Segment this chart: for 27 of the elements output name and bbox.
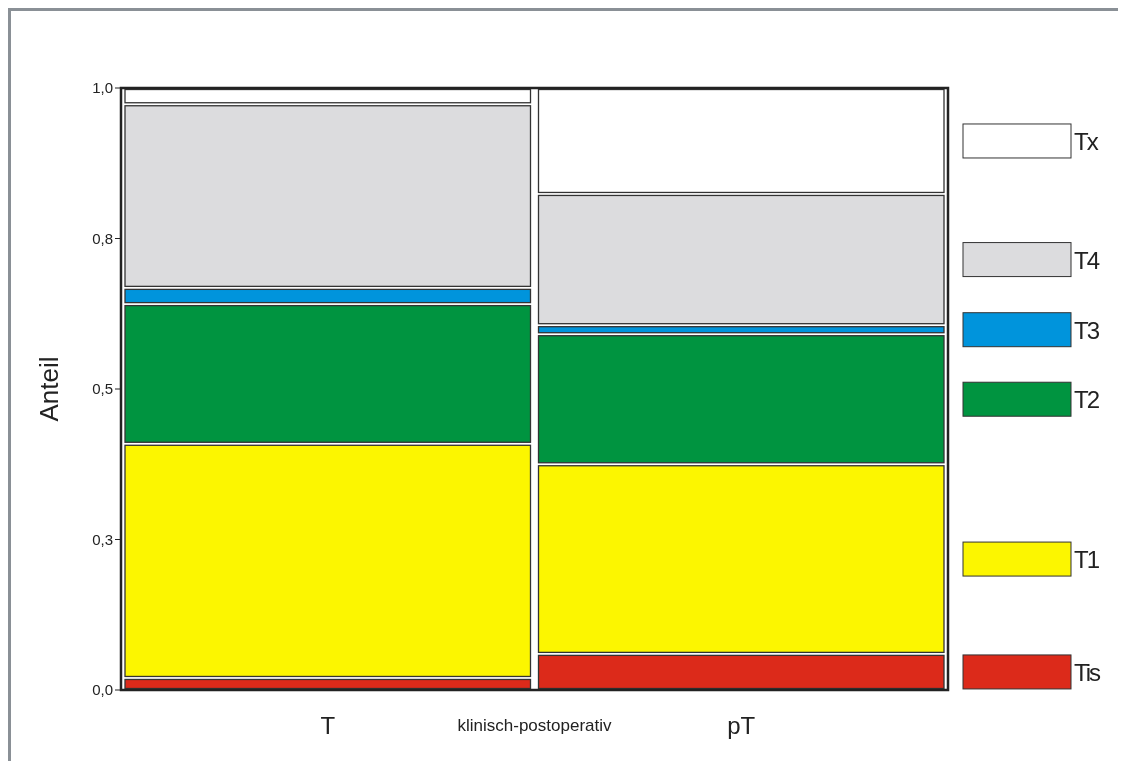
bar xyxy=(537,88,945,194)
bar xyxy=(537,194,945,325)
x-tick-label: T xyxy=(320,712,336,739)
legend-label: T2 xyxy=(1074,386,1100,414)
legend-label: T1 xyxy=(1074,546,1100,574)
x-tick-label: pT xyxy=(727,712,756,739)
legend-label: Tis xyxy=(1074,658,1102,686)
y-tick-label: 0,8 xyxy=(92,229,113,247)
y-axis-title: Anteil xyxy=(34,356,64,422)
y-tick-label: 1,0 xyxy=(92,79,113,97)
y-tick-label: 0,5 xyxy=(92,380,113,398)
legend-label: T3 xyxy=(1074,316,1100,344)
bar xyxy=(124,105,532,288)
y-tick-label: 0,3 xyxy=(92,530,113,548)
x-axis-title: klinisch-postoperativ xyxy=(457,716,612,735)
bar xyxy=(124,678,532,690)
bar xyxy=(124,304,532,443)
bar xyxy=(537,465,945,654)
bar xyxy=(124,288,532,304)
legend-label: Tx xyxy=(1074,127,1099,155)
y-tick-label: 0,0 xyxy=(92,681,113,699)
bar xyxy=(537,335,945,464)
bar xyxy=(124,444,532,678)
bar xyxy=(124,88,532,104)
bar xyxy=(537,326,945,334)
legend-label: T4 xyxy=(1074,246,1100,274)
bar xyxy=(537,654,945,690)
